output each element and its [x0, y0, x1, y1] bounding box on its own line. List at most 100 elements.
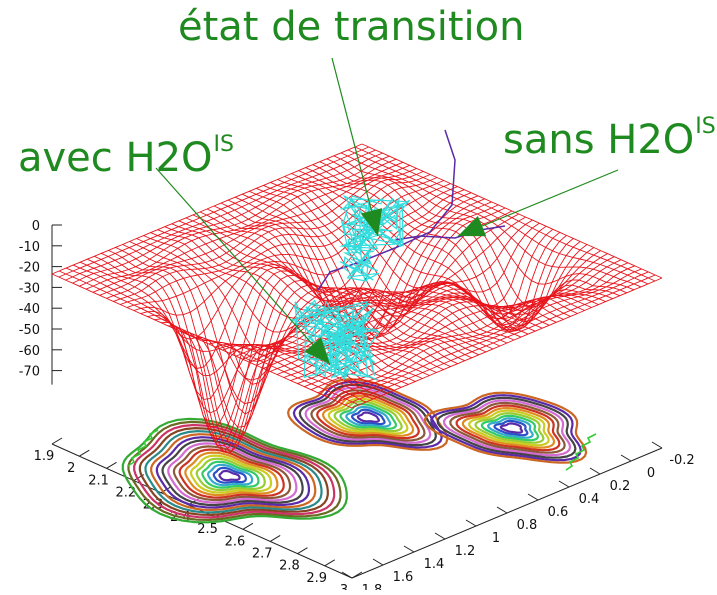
contour-line	[493, 419, 529, 437]
x-tick	[297, 547, 308, 555]
x-tick	[269, 535, 281, 542]
x-tick-label: 3	[340, 583, 348, 590]
contour-line	[178, 448, 285, 499]
contour-line	[195, 457, 266, 492]
contour-line	[201, 460, 260, 489]
contour-line	[327, 397, 409, 435]
y-tick	[527, 493, 539, 501]
mesh-line	[340, 152, 642, 288]
contour-line	[298, 383, 438, 447]
y-tick-label: 0.2	[610, 479, 631, 494]
x-tick-label: 2.2	[115, 486, 136, 501]
wall-projection-right	[565, 433, 597, 471]
y-tick	[496, 506, 508, 514]
mesh-line	[215, 216, 526, 351]
contour-line	[449, 401, 566, 454]
z-tick-label: -70	[19, 365, 40, 380]
x-tick-label: 2.5	[197, 522, 218, 537]
x-tick-label: 2.8	[279, 559, 300, 574]
contour-line	[356, 411, 381, 423]
contour-line	[304, 386, 432, 444]
x-tick	[51, 437, 63, 445]
contour-line	[480, 414, 540, 442]
contour-line	[172, 445, 292, 502]
y-tick-label: 1.2	[455, 544, 476, 559]
contour-line	[430, 394, 582, 462]
x-tick-label: 2.6	[225, 534, 246, 549]
contour-line	[155, 436, 310, 509]
contour-line	[190, 454, 273, 494]
x-tick-label: 2.1	[88, 473, 109, 488]
contour-line	[499, 422, 524, 434]
x-tick	[324, 559, 335, 567]
y-tick	[651, 441, 663, 449]
mesh-line	[304, 256, 615, 388]
y-tick-label: -0.2	[669, 453, 694, 468]
contour-line	[316, 391, 420, 440]
contour-line	[474, 412, 545, 444]
mesh-line	[229, 222, 540, 354]
contour-line	[161, 439, 304, 507]
y-tick	[372, 558, 384, 566]
contour-line	[442, 399, 572, 457]
trajectory-purple	[317, 129, 456, 291]
contour-line	[184, 451, 279, 497]
mesh-line	[312, 164, 613, 330]
mesh-line	[338, 271, 649, 403]
z-tick-label: -20	[19, 261, 40, 276]
y-tick-label: 1.4	[424, 557, 445, 572]
trajectory-cyan-basin	[290, 299, 380, 381]
z-tick-label: -10	[19, 240, 40, 255]
mesh-line	[222, 219, 533, 351]
contour-line	[127, 420, 342, 522]
mesh-line	[333, 155, 634, 291]
x-tick	[79, 449, 90, 457]
mesh-line	[347, 149, 649, 285]
y-tick	[589, 467, 601, 475]
y-tick	[403, 545, 415, 553]
x-tick-label: 2	[67, 461, 75, 476]
contour-line	[133, 423, 336, 519]
x-tick	[106, 461, 117, 469]
contour-line	[144, 429, 323, 514]
y-tick-label: 1.8	[362, 583, 383, 590]
contour-line	[350, 408, 386, 426]
contour-line	[423, 391, 588, 464]
contour-line	[121, 417, 348, 524]
trajectory-purple-right	[394, 225, 506, 241]
annotation-transition-state: état de transition	[178, 4, 525, 50]
x-tick	[242, 522, 254, 530]
contour-line	[286, 378, 449, 451]
contour-line	[310, 389, 426, 442]
x-tick-label: 2.9	[306, 571, 327, 586]
mesh-line	[324, 265, 635, 397]
z-tick-label: -40	[19, 302, 40, 317]
contour-line	[321, 394, 415, 437]
contour-line	[167, 442, 298, 504]
z-tick-label: -30	[19, 281, 40, 296]
y-tick-label: 1.6	[393, 570, 414, 585]
contour-line	[138, 426, 329, 517]
y-tick	[620, 454, 632, 462]
mesh-line	[298, 170, 599, 331]
contour-line	[436, 396, 577, 459]
trajectory-cyan-mid	[339, 248, 380, 282]
arrow-without-water-head	[458, 215, 487, 237]
x-tick-label: 1.9	[34, 449, 55, 464]
arrow-transition-state-shaft	[331, 57, 379, 237]
mesh-line	[361, 143, 663, 279]
y-tick	[465, 519, 477, 527]
mesh-line	[270, 181, 571, 317]
mesh-line	[317, 262, 629, 394]
mesh-line	[206, 208, 508, 344]
wall-projection-left	[127, 429, 159, 467]
mesh-line	[291, 173, 592, 326]
mesh-line	[310, 259, 622, 391]
arrow-with-water-head	[304, 337, 330, 364]
contour-line	[150, 433, 317, 512]
mesh-line	[208, 213, 520, 362]
arrow-with-water-shaft	[155, 167, 331, 365]
y-tick-label: 1	[492, 531, 500, 546]
